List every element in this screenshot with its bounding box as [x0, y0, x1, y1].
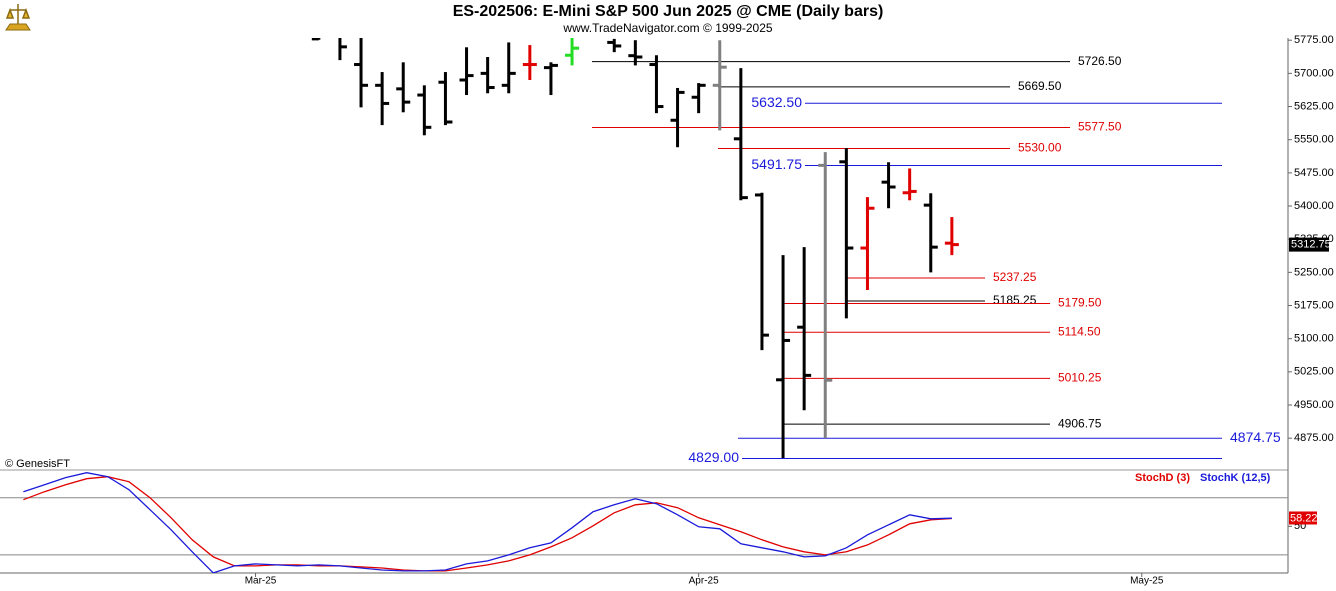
y-tick-label: 5025.00	[1294, 366, 1334, 378]
overlay: 5775.00 5700.00 5625.00 5550.00 5475.00 5400.…	[245, 34, 1334, 587]
level-label: 5179.50	[1058, 296, 1102, 310]
stoch-line	[23, 472, 952, 573]
legend-entry: StochD (3)	[1135, 472, 1190, 484]
y-tick-label: 4875.00	[1294, 432, 1334, 444]
y-tick-label: 5175.00	[1294, 299, 1334, 311]
x-tick-label: May-25	[1130, 576, 1164, 587]
x-tick-label: Mar-25	[245, 576, 277, 587]
y-tick-label: 5250.00	[1294, 266, 1334, 278]
y-tick-label: 5775.00	[1294, 34, 1334, 46]
price-plot: 5726.50 5669.50 5632.50 5577.50 5530.00 5491.…	[311, 38, 1281, 465]
level-label: 5530.00	[1018, 141, 1062, 155]
level-label: 5726.50	[1078, 54, 1122, 68]
chart-title: ES-202506: E-Mini S&P 500 Jun 2025 @ CME…	[453, 3, 884, 20]
level-label: 5185.25	[993, 293, 1037, 307]
last-value-label: 58.22	[1290, 512, 1318, 524]
last-price-label: 5312.75	[1291, 239, 1331, 251]
level-label: 4874.75	[1230, 429, 1281, 445]
watermark: © GenesisFT	[5, 458, 70, 470]
logo	[5, 4, 31, 31]
stoch-plot	[0, 472, 1288, 573]
stoch-line	[23, 476, 952, 572]
legend-entry: StochK (12,5)	[1200, 472, 1271, 484]
level-label: 5632.50	[751, 94, 802, 110]
level-label: 5010.25	[1058, 371, 1102, 385]
level-label: 5491.75	[751, 156, 802, 172]
y-tick-label: 5550.00	[1294, 134, 1334, 146]
y-tick-label: 4950.00	[1294, 399, 1334, 411]
last-value-box	[1289, 511, 1317, 525]
level-label: 4906.75	[1058, 416, 1102, 430]
y-tick-label: 5400.00	[1294, 200, 1334, 212]
level-label: 5577.50	[1078, 120, 1122, 134]
last-price-box	[1289, 237, 1329, 252]
level-label: 4829.00	[688, 449, 739, 465]
y-tick-label: 5475.00	[1294, 167, 1334, 179]
y-tick-label: 5100.00	[1294, 333, 1334, 345]
level-label: 5114.50	[1058, 324, 1101, 338]
level-label: 5669.50	[1018, 79, 1062, 93]
chart-subtitle: www.TradeNavigator.com © 1999-2025	[562, 21, 772, 35]
y-tick-label: 5700.00	[1294, 67, 1334, 79]
x-tick-label: Apr-25	[689, 576, 719, 587]
level-label: 5237.25	[993, 270, 1037, 284]
y-tick-label: 5625.00	[1294, 100, 1334, 112]
